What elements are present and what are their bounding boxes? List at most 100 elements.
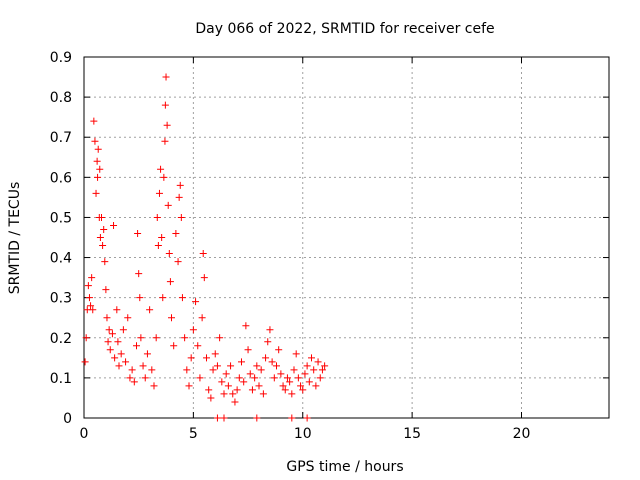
data-point xyxy=(160,173,168,181)
data-point xyxy=(183,366,191,374)
data-point xyxy=(231,398,239,406)
data-point xyxy=(161,101,169,109)
data-point xyxy=(105,326,113,334)
y-tick-label: 0.8 xyxy=(50,90,72,106)
data-point xyxy=(158,234,166,241)
data-point xyxy=(266,326,274,334)
data-point xyxy=(113,306,121,314)
data-point xyxy=(218,378,226,386)
x-tick-labels: 0 5 10 15 20 xyxy=(80,426,531,442)
data-point xyxy=(314,358,322,366)
data-point xyxy=(106,346,114,354)
x-tick-label: 5 xyxy=(189,426,198,442)
data-point xyxy=(166,278,174,286)
x-tick-label: 10 xyxy=(294,426,312,442)
data-point xyxy=(229,390,237,398)
data-point xyxy=(152,334,160,342)
data-point xyxy=(146,306,154,314)
data-point xyxy=(81,358,89,366)
data-point xyxy=(270,374,278,382)
data-point xyxy=(88,274,96,282)
data-point xyxy=(299,386,307,394)
data-point xyxy=(294,374,302,382)
data-point xyxy=(141,374,149,382)
data-point xyxy=(301,370,309,378)
data-point xyxy=(292,350,300,358)
data-point xyxy=(117,350,125,358)
data-point xyxy=(303,414,311,422)
data-point xyxy=(233,386,241,394)
y-tick-label: 0.3 xyxy=(50,291,72,307)
data-point xyxy=(203,354,210,362)
y-tick-label: 0.2 xyxy=(50,331,72,347)
data-point xyxy=(99,242,107,250)
data-point xyxy=(178,294,186,302)
data-point xyxy=(85,294,93,302)
data-point xyxy=(277,370,285,378)
data-point xyxy=(220,390,228,398)
data-point xyxy=(227,362,235,370)
data-point xyxy=(172,229,180,237)
data-point xyxy=(321,362,329,370)
data-point xyxy=(94,173,102,181)
data-point xyxy=(281,386,289,394)
data-point xyxy=(244,346,252,354)
data-point xyxy=(303,362,311,370)
data-point xyxy=(115,362,123,370)
data-point xyxy=(114,338,122,346)
data-point xyxy=(153,213,161,221)
data-point xyxy=(161,137,169,145)
data-point xyxy=(222,370,230,378)
data-point xyxy=(108,330,116,338)
data-point xyxy=(174,258,182,266)
x-axis-label: GPS time / hours xyxy=(286,459,403,475)
data-point xyxy=(126,374,134,382)
data-point xyxy=(259,390,267,398)
data-point xyxy=(253,362,261,370)
chart-title: Day 066 of 2022, SRMTID for receiver cef… xyxy=(195,21,494,37)
data-point xyxy=(150,382,158,390)
data-point xyxy=(251,374,259,382)
data-point xyxy=(246,370,254,378)
data-point xyxy=(133,342,140,350)
data-point xyxy=(82,334,90,342)
data-point xyxy=(279,382,287,390)
data-point xyxy=(255,382,263,390)
data-point xyxy=(124,314,132,322)
data-point xyxy=(220,414,228,422)
data-point xyxy=(136,294,144,302)
data-point xyxy=(308,354,315,362)
data-point xyxy=(98,213,105,221)
data-point xyxy=(275,346,283,354)
data-point xyxy=(224,382,232,390)
data-point xyxy=(164,201,172,209)
data-point xyxy=(211,350,219,358)
data-point xyxy=(130,378,138,386)
data-point xyxy=(102,286,110,294)
axis-ticks xyxy=(83,56,609,419)
data-point xyxy=(93,157,101,165)
data-point xyxy=(94,145,102,153)
data-point xyxy=(264,338,272,346)
data-point xyxy=(139,362,147,370)
y-tick-label: 0.9 xyxy=(50,50,72,66)
y-tick-label: 0.4 xyxy=(50,251,72,267)
y-tick-label: 0.7 xyxy=(50,130,72,146)
data-point xyxy=(286,378,294,386)
data-point xyxy=(119,326,127,334)
data-point xyxy=(154,242,162,250)
data-point xyxy=(318,366,326,374)
data-point xyxy=(198,314,206,322)
data-point xyxy=(103,314,111,322)
y-tick-labels: 0 0.1 0.2 0.3 0.4 0.5 0.6 0.7 0.8 0.9 xyxy=(50,50,72,427)
data-point xyxy=(189,326,197,334)
data-point xyxy=(262,354,270,362)
data-point xyxy=(216,334,224,342)
data-point xyxy=(162,73,170,81)
y-axis-label: SRMTID / TECUs xyxy=(7,182,23,295)
data-point xyxy=(181,334,189,342)
data-point xyxy=(165,250,173,258)
data-point xyxy=(187,354,195,362)
data-point xyxy=(196,374,204,382)
data-point xyxy=(240,378,248,386)
